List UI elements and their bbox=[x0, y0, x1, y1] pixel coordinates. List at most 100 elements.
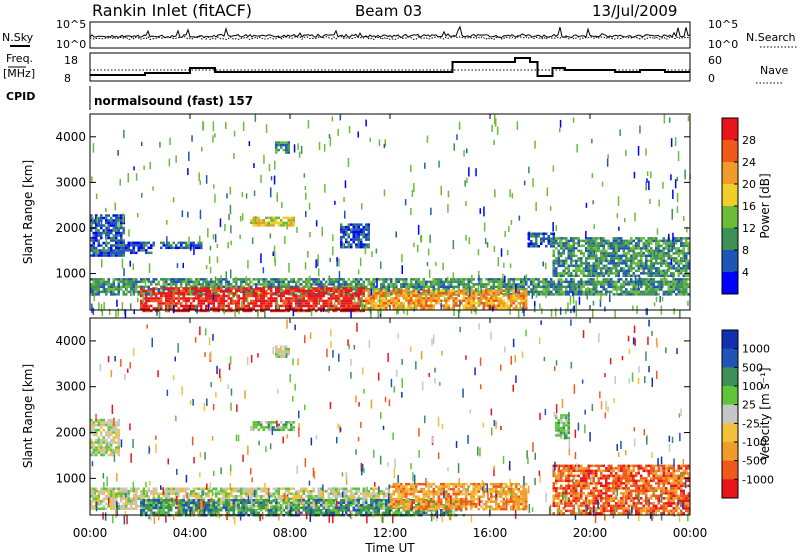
data-cell bbox=[153, 287, 156, 290]
data-cell bbox=[365, 223, 368, 226]
data-cell bbox=[263, 281, 266, 284]
data-cell bbox=[258, 488, 261, 491]
data-cell bbox=[323, 295, 326, 298]
data-cell bbox=[668, 252, 671, 255]
data-cell bbox=[375, 290, 378, 293]
data-cell bbox=[155, 307, 158, 310]
data-cell bbox=[195, 295, 198, 298]
data-cell bbox=[648, 260, 651, 263]
data-cell bbox=[400, 286, 403, 289]
data-cell bbox=[295, 281, 298, 284]
data-cell bbox=[465, 283, 468, 286]
data-cell bbox=[95, 249, 98, 252]
data-cell bbox=[630, 260, 633, 263]
speckle-mark bbox=[478, 285, 480, 291]
data-cell bbox=[473, 278, 476, 281]
data-cell bbox=[475, 297, 478, 300]
data-cell bbox=[525, 300, 528, 303]
speckle-mark bbox=[317, 254, 319, 263]
data-cell bbox=[358, 283, 361, 286]
speckle-mark bbox=[619, 129, 621, 136]
data-cell bbox=[633, 245, 636, 248]
data-cell bbox=[388, 302, 391, 305]
data-cell bbox=[145, 252, 148, 255]
data-cell bbox=[425, 297, 428, 300]
data-cell bbox=[318, 283, 321, 286]
data-cell bbox=[358, 297, 361, 300]
data-cell bbox=[260, 278, 263, 281]
data-cell bbox=[355, 238, 358, 241]
data-cell bbox=[508, 305, 511, 308]
data-cell bbox=[143, 290, 146, 293]
data-cell bbox=[268, 281, 271, 284]
data-cell bbox=[308, 297, 311, 300]
data-cell bbox=[403, 281, 406, 284]
data-cell bbox=[620, 288, 623, 291]
data-cell bbox=[100, 254, 103, 256]
data-cell bbox=[293, 219, 296, 222]
data-cell bbox=[463, 305, 466, 308]
data-cell bbox=[325, 300, 328, 303]
data-cell bbox=[295, 297, 298, 300]
data-cell bbox=[443, 295, 446, 298]
data-cell bbox=[93, 508, 96, 511]
data-cell bbox=[255, 292, 258, 295]
data-cell bbox=[595, 240, 598, 243]
data-cell bbox=[123, 283, 126, 286]
data-cell bbox=[163, 278, 166, 281]
data-cell bbox=[315, 290, 318, 293]
data-cell bbox=[218, 278, 221, 281]
data-cell bbox=[240, 490, 243, 493]
data-cell bbox=[108, 229, 111, 232]
data-cell bbox=[305, 290, 308, 293]
data-cell bbox=[593, 286, 596, 289]
data-cell bbox=[633, 262, 636, 265]
data-cell bbox=[143, 242, 146, 245]
data-cell bbox=[660, 262, 663, 265]
speckle-mark bbox=[528, 232, 530, 241]
data-cell bbox=[175, 281, 178, 284]
data-cell bbox=[113, 503, 116, 506]
data-cell bbox=[275, 151, 278, 154]
data-cell bbox=[543, 233, 546, 236]
data-cell bbox=[303, 295, 306, 298]
data-cell bbox=[153, 290, 156, 293]
data-cell bbox=[155, 292, 158, 295]
data-cell bbox=[588, 252, 591, 255]
speckle-mark bbox=[234, 131, 236, 137]
data-cell bbox=[105, 439, 108, 442]
data-cell bbox=[135, 498, 138, 501]
speckle-mark bbox=[519, 216, 521, 221]
speckle-mark bbox=[634, 213, 636, 222]
data-cell bbox=[118, 508, 121, 511]
speckle-mark bbox=[233, 153, 235, 159]
data-cell bbox=[560, 262, 563, 265]
data-cell bbox=[645, 250, 648, 253]
data-cell bbox=[210, 281, 213, 284]
data-cell bbox=[598, 237, 601, 240]
speckle-mark bbox=[156, 310, 158, 316]
data-cell bbox=[590, 257, 593, 260]
data-cell bbox=[95, 232, 98, 235]
data-cell bbox=[610, 291, 613, 294]
data-cell bbox=[388, 300, 391, 303]
data-cell bbox=[625, 257, 628, 260]
data-cell bbox=[485, 278, 488, 281]
data-cell bbox=[550, 291, 553, 294]
speckle-mark bbox=[559, 128, 561, 132]
speckle-mark bbox=[569, 284, 571, 293]
data-cell bbox=[613, 283, 616, 286]
data-cell bbox=[93, 495, 96, 498]
data-cell bbox=[658, 272, 661, 275]
data-cell bbox=[365, 233, 368, 236]
speckle-mark bbox=[128, 229, 130, 236]
data-cell bbox=[110, 449, 113, 452]
speckle-mark bbox=[152, 186, 154, 190]
data-cell bbox=[565, 247, 568, 250]
data-cell bbox=[245, 287, 248, 290]
data-cell bbox=[520, 278, 523, 281]
data-cell bbox=[220, 290, 223, 293]
data-cell bbox=[503, 290, 506, 293]
data-cell bbox=[680, 278, 683, 281]
data-cell bbox=[195, 493, 198, 496]
